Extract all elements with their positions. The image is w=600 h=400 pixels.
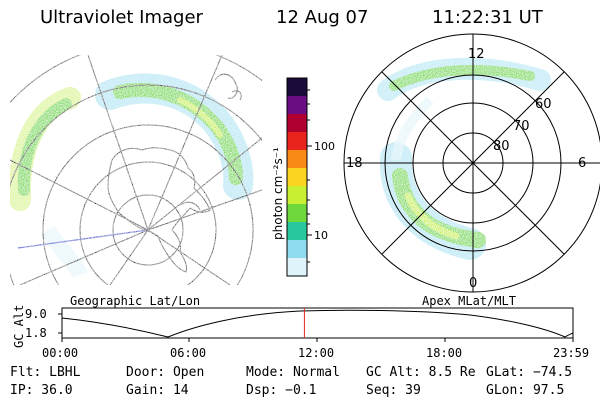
altitude-plot xyxy=(58,307,574,342)
colorbar-segment xyxy=(287,204,307,223)
info-glat: GLat: −74.5 xyxy=(486,365,573,380)
altitude-xtick-1800: 18:00 xyxy=(426,346,463,360)
info-dsp: Dsp: −0.1 xyxy=(246,383,317,398)
info-mode: Mode: Normal xyxy=(246,365,340,380)
altitude-xtick-0000: 00:00 xyxy=(42,346,79,360)
colorbar-segment xyxy=(287,150,307,169)
mlt-label-0: 0 xyxy=(469,276,478,291)
colorbar-segment xyxy=(287,96,307,115)
info-filter: Flt: LBHL xyxy=(10,365,81,380)
info-seq: Seq: 39 xyxy=(366,383,421,398)
info-ip: IP: 36.0 xyxy=(10,383,73,398)
geographic-map xyxy=(10,55,262,285)
colorbar-tick-100: 100 xyxy=(314,140,335,153)
mlt-label-6: 6 xyxy=(578,156,587,171)
colorbar-segment xyxy=(287,78,307,97)
colorbar-segment xyxy=(287,132,307,151)
altitude-curve xyxy=(61,309,574,338)
colorbar-tick-10: 10 xyxy=(314,229,328,242)
mlt-label-18: 18 xyxy=(346,156,363,171)
instrument-title: Ultraviolet Imager xyxy=(40,7,203,28)
info-door: Door: Open xyxy=(126,365,205,380)
color-bar xyxy=(286,77,312,277)
mlat-label-70: 70 xyxy=(513,119,530,134)
colorbar-segment xyxy=(287,186,307,205)
info-gc-alt: GC Alt: 8.5 Re xyxy=(366,365,476,380)
magnetic-map xyxy=(343,33,600,293)
colorbar-segment xyxy=(287,168,307,187)
geo-panel-caption: Geographic Lat/Lon xyxy=(70,294,201,308)
info-gain: Gain: 14 xyxy=(126,383,189,398)
coastline xyxy=(107,147,211,273)
colorbar-segment xyxy=(287,240,307,259)
colorbar-segment xyxy=(287,114,307,133)
mlat-label-60: 60 xyxy=(535,97,552,112)
altitude-xtick-1200: 12:00 xyxy=(298,346,335,360)
mlt-label-12: 12 xyxy=(468,47,485,62)
altitude-ylabel: GC Alt xyxy=(12,304,26,348)
aurora-oval-mag xyxy=(377,57,551,260)
colorbar-unit-label: photon cm⁻²s⁻¹ xyxy=(271,147,285,240)
altitude-xtick-0600: 06:00 xyxy=(170,346,207,360)
colorbar-segment xyxy=(287,222,307,241)
info-glon: GLon: 97.5 xyxy=(486,383,565,398)
altitude-xtick-2359: 23:59 xyxy=(553,346,590,360)
mlat-label-80: 80 xyxy=(493,139,510,154)
time-label: 11:22:31 UT xyxy=(432,7,543,28)
terminator-line xyxy=(17,229,149,249)
mag-panel-caption: Apex MLat/MLT xyxy=(422,294,516,308)
date-label: 12 Aug 07 xyxy=(276,7,369,28)
altitude-ytick-1-8: 1.8 xyxy=(25,326,47,340)
altitude-ytick-9: 9.0 xyxy=(25,307,47,321)
colorbar-segment xyxy=(287,258,307,277)
